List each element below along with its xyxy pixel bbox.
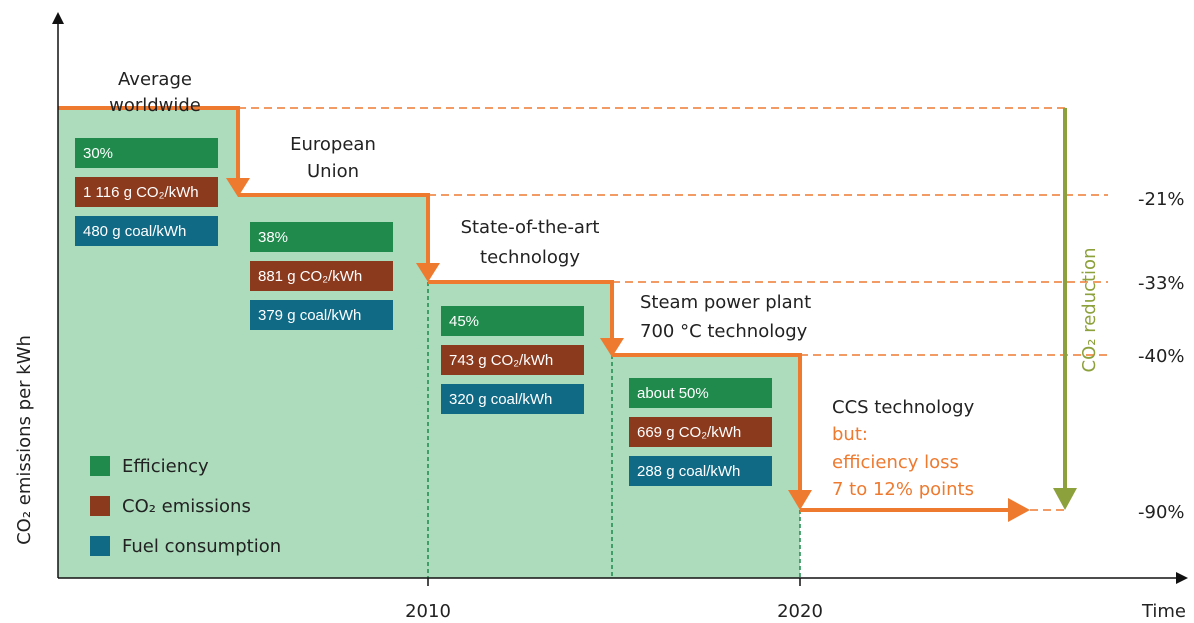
legend-label: Fuel consumption	[122, 536, 281, 557]
ccs-note: efficiency loss	[832, 452, 959, 473]
stage-box-text: 38%	[258, 229, 288, 246]
y-arrow	[52, 12, 64, 24]
reduction-label: CO₂ reduction	[1079, 248, 1100, 373]
x-arrow	[1176, 572, 1188, 584]
stage-label: Steam power plant	[640, 292, 811, 313]
stage-box	[250, 300, 393, 330]
stage-box-text: 669 g CO₂/kWh	[637, 424, 741, 441]
stage-box	[75, 138, 218, 168]
legend-swatch	[90, 456, 110, 476]
step-line	[58, 106, 1010, 512]
stage-box-text: 881 g CO₂/kWh	[258, 268, 362, 285]
reductions: -21% -33% -40% -90%	[1138, 189, 1185, 523]
legend: Efficiency CO₂ emissions Fuel consumptio…	[90, 456, 281, 557]
stage-label: State-of-the-art	[461, 217, 600, 238]
y-label: CO₂ emissions per kWh	[14, 335, 35, 545]
dividers	[427, 282, 801, 578]
x-tick-label: 2020	[777, 601, 823, 622]
ccs-note: 7 to 12% points	[832, 479, 974, 500]
stage-box	[629, 378, 772, 408]
legend-label: CO₂ emissions	[122, 496, 251, 517]
stage-box-text: 1 116 g CO₂/kWh	[83, 184, 199, 201]
level-lines	[238, 107, 1108, 511]
legend-swatch	[90, 536, 110, 556]
stage-box-text: 45%	[449, 313, 479, 330]
stage-box	[441, 306, 584, 336]
stage-box-text: 480 g coal/kWh	[83, 223, 186, 240]
stage-box-text: 288 g coal/kWh	[637, 463, 740, 480]
stage-label: worldwide	[109, 95, 201, 116]
stage-label: Union	[307, 161, 359, 182]
stage-box-text: 379 g coal/kWh	[258, 307, 361, 324]
stage-box	[75, 216, 218, 246]
reduction: -21%	[1138, 189, 1185, 210]
stage-box	[629, 456, 772, 486]
reduction: -40%	[1138, 346, 1185, 367]
x-tick-label: 2010	[405, 601, 451, 622]
reduction-arrowhead	[1053, 488, 1077, 510]
step-arrows	[226, 178, 1030, 522]
stage-label: Average	[118, 69, 192, 90]
stage-box	[441, 384, 584, 414]
x-label: Time	[1141, 601, 1186, 622]
emission-area	[58, 108, 800, 578]
axes	[57, 22, 1178, 586]
stage-label: 700 °C technology	[640, 321, 808, 342]
stage-label: European	[290, 134, 376, 155]
stage-box-text: 743 g CO₂/kWh	[449, 352, 553, 369]
stage-boxes: 30% 1 116 g CO₂/kWh 480 g coal/kWh 38% 881 g…	[75, 138, 772, 486]
ccs-note: but:	[832, 424, 868, 445]
stage-box	[75, 177, 218, 207]
stage-box	[250, 222, 393, 252]
reduction: -90%	[1138, 502, 1185, 523]
stage-box	[250, 261, 393, 291]
stage-box	[441, 345, 584, 375]
stage-box-text: 30%	[83, 145, 113, 162]
reduction: -33%	[1138, 273, 1185, 294]
stage-label: technology	[480, 247, 580, 268]
legend-label: Efficiency	[122, 456, 209, 477]
stage-box	[629, 417, 772, 447]
stage-box-text: 320 g coal/kWh	[449, 391, 552, 408]
stage-box-text: about 50%	[637, 385, 709, 402]
legend-swatch	[90, 496, 110, 516]
ccs-label: CCS technology	[832, 397, 975, 418]
